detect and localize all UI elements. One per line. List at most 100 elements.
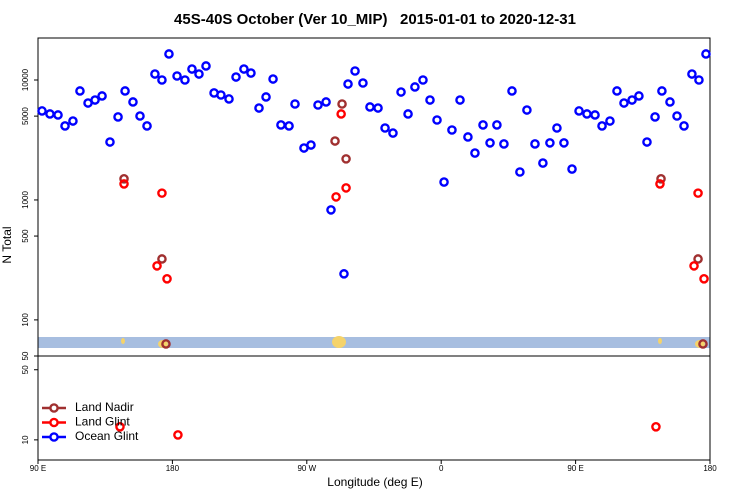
point [75,86,85,96]
point [306,140,316,150]
point [284,121,294,131]
point [231,72,241,82]
point [128,97,138,107]
point [180,75,190,85]
point [656,174,666,184]
land-patch [121,338,125,344]
point [380,123,390,133]
point [545,138,555,148]
point [693,188,703,198]
x-tick-label: 180 [166,464,180,473]
point [470,148,480,158]
y-tick-label: 5000 [21,107,30,125]
point [485,138,495,148]
point [119,179,129,189]
point [425,95,435,105]
point [552,123,562,133]
point [698,339,708,349]
point [239,64,249,74]
x-axis-label: Longitude (deg E) [327,475,422,489]
legend-marker [49,403,59,413]
upper-frame [37,37,711,357]
point [655,179,665,189]
land-patch [658,338,662,344]
x-tick-label: 0 [439,464,444,473]
chart-title: 45S-40S October (Ver 10_MIP) 2015-01-01 … [174,11,576,28]
legend-label: Ocean Glint [75,429,139,443]
y-axis-label: N Total [0,226,14,263]
x-tick-label: 90 E [567,464,583,473]
point [173,430,183,440]
point [194,69,204,79]
point [672,111,682,121]
legend-marker [49,432,59,442]
point [687,69,697,79]
ocean-strip [38,337,710,348]
point [60,121,70,131]
y-tick-label: 50 [21,351,30,360]
y-tick-label: 500 [21,229,30,243]
point [522,105,532,115]
point [657,86,667,96]
point [612,86,622,96]
point [157,188,167,198]
surface-strip [38,336,710,348]
y-tick-label: 10000 [21,68,30,91]
point [330,136,340,146]
point [37,106,47,116]
point [619,98,629,108]
point [665,97,675,107]
point [365,102,375,112]
point [97,91,107,101]
point [254,103,264,113]
x-tick-label: 90 W [297,464,316,473]
point [172,71,182,81]
point [276,120,286,130]
point [343,79,353,89]
point [634,91,644,101]
point [105,137,115,147]
point [627,95,637,105]
point [152,261,162,271]
y-tick-label: 1000 [21,191,30,209]
point [650,112,660,122]
point [478,120,488,130]
point [492,120,502,130]
point [339,269,349,279]
point [679,121,689,131]
land-patch [332,336,346,348]
point [162,274,172,284]
point [694,75,704,85]
x-tick-label: 90 E [30,464,46,473]
point [689,261,699,271]
point [350,66,360,76]
point [567,164,577,174]
point [164,49,174,59]
legend-label: Land Nadir [75,400,134,414]
point [115,421,125,432]
point [693,254,703,264]
point [142,121,152,131]
point [388,128,398,138]
point [373,103,383,113]
point [507,86,517,96]
point [341,183,351,193]
point [120,86,130,96]
point [499,139,509,149]
point [119,174,129,184]
point [187,64,197,74]
point [224,94,234,104]
point [651,421,661,432]
point [246,68,256,78]
lower-frame [37,355,711,461]
point [261,92,271,102]
point [113,112,123,122]
legend-marker [49,417,59,428]
y-tick-label: 100 [21,313,30,327]
point [326,205,336,215]
point [150,69,160,79]
point [268,74,278,84]
point [201,61,211,71]
point [559,138,569,148]
